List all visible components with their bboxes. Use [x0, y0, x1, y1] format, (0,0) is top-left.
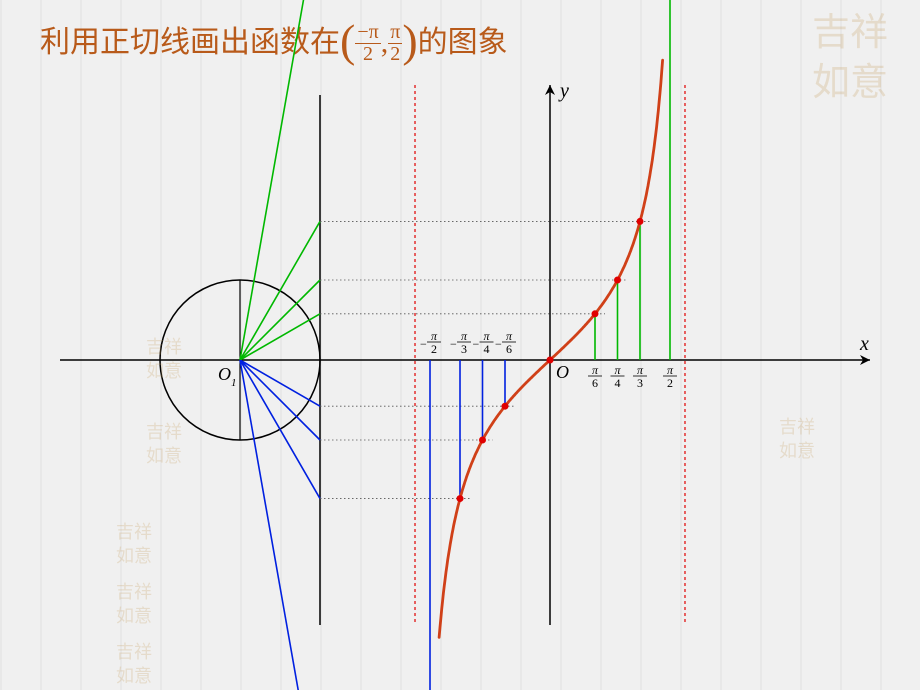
curve-point [591, 310, 598, 317]
watermark-seal: 吉祥如意 [110, 520, 158, 568]
svg-text:π: π [431, 329, 438, 343]
svg-text:π: π [506, 329, 513, 343]
y-axis-label: y [558, 80, 569, 102]
svg-text:−: − [450, 337, 457, 351]
svg-text:3: 3 [637, 376, 643, 390]
svg-text:6: 6 [592, 376, 598, 390]
curve-point [636, 218, 643, 225]
watermark-seal: 吉祥如意 [110, 640, 158, 688]
watermark-seal: 吉祥如意 [140, 420, 188, 468]
curve-point [457, 495, 464, 502]
svg-text:4: 4 [614, 376, 620, 390]
tick-label: −π4 [473, 329, 494, 356]
tick-label: −π3 [450, 329, 471, 356]
svg-text:−: − [420, 337, 427, 351]
svg-text:6: 6 [506, 342, 512, 356]
watermark-seal: 吉祥如意 [773, 415, 821, 463]
svg-text:π: π [461, 329, 468, 343]
svg-text:2: 2 [431, 342, 437, 356]
svg-text:π: π [483, 329, 490, 343]
tick-label: −π2 [420, 329, 441, 356]
watermark-seal: 吉祥如意 [110, 580, 158, 628]
svg-text:−: − [495, 337, 502, 351]
svg-text:π: π [667, 363, 674, 377]
tick-label: π2 [663, 363, 677, 390]
ray-negative [240, 360, 320, 690]
watermark-seal: 吉祥如意 [140, 335, 188, 383]
x-axis-label: x [859, 333, 869, 355]
circle-center-label: O1 [218, 364, 237, 389]
tick-label: π3 [633, 363, 647, 390]
ray-positive [240, 0, 320, 360]
svg-text:4: 4 [484, 342, 490, 356]
curve-point [547, 357, 554, 364]
svg-text:π: π [637, 363, 644, 377]
tick-label: −π6 [495, 329, 516, 356]
svg-text:2: 2 [667, 376, 673, 390]
svg-text:3: 3 [461, 342, 467, 356]
curve-point [614, 277, 621, 284]
origin-label: O [556, 362, 569, 382]
curve-point [502, 403, 509, 410]
svg-text:π: π [592, 363, 599, 377]
tick-label: π6 [588, 363, 602, 390]
svg-text:−: − [473, 337, 480, 351]
curve-point [479, 437, 486, 444]
svg-text:π: π [614, 363, 621, 377]
watermark-seal: 吉祥如意 [800, 8, 900, 108]
tick-label: π4 [610, 363, 624, 390]
